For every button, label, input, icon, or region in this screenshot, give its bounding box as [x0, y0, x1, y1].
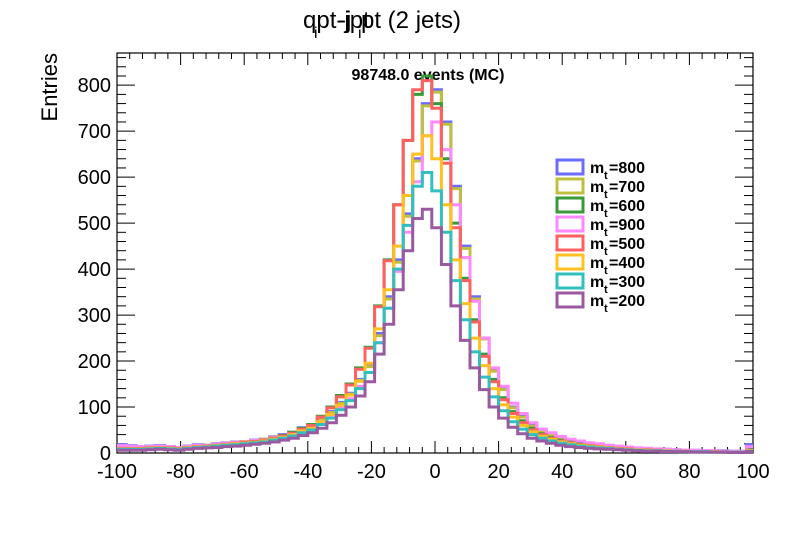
legend-swatch — [555, 272, 585, 290]
legend-swatch — [555, 253, 585, 271]
chart-title-subscript-1: i — [314, 25, 318, 42]
series-line — [117, 88, 753, 453]
y-tick-label: 600 — [78, 167, 111, 189]
legend-label-main: m — [590, 179, 604, 196]
y-tick-label: 0 — [100, 443, 111, 465]
chart-title-part-1: qpt-jpt — [303, 7, 370, 34]
legend-label-main: m — [590, 236, 604, 253]
legend-label-main: m — [590, 255, 604, 272]
legend-label-value: =500 — [609, 236, 645, 253]
series-line — [117, 171, 753, 454]
series-line — [117, 90, 753, 454]
x-tick-label: 100 — [736, 461, 769, 483]
y-tick-label: 500 — [78, 213, 111, 235]
legend-label-sub: t — [604, 227, 608, 239]
legend-label-value: =600 — [609, 198, 645, 215]
x-tick-label: 0 — [429, 461, 440, 483]
series-line — [117, 120, 753, 453]
chart-title: qpt-jpt i -j i pt (2 jets) — [303, 7, 461, 42]
y-tick-label: 100 — [78, 397, 111, 419]
y-tick-label: 800 — [78, 75, 111, 97]
legend-label-value: =200 — [609, 293, 645, 310]
legend-label-main: m — [590, 217, 604, 234]
legend-swatch — [555, 234, 585, 252]
axis-ticks: -100 -80 -60 -40 -20 0 20 40 60 80 100 0 100 200 300 40… — [78, 53, 770, 483]
legend-label-sub: t — [604, 189, 608, 201]
x-tick-label: 80 — [678, 461, 700, 483]
legend-swatch — [555, 291, 585, 309]
histogram-series — [117, 74, 753, 454]
legend-label-sub: t — [604, 208, 608, 220]
legend-label-main: m — [590, 274, 604, 291]
legend-label-sub: t — [604, 246, 608, 258]
legend-label-sub: t — [604, 303, 608, 315]
legend-swatch — [555, 177, 585, 195]
x-tick-label: -100 — [97, 461, 137, 483]
x-tick-label: -40 — [293, 461, 322, 483]
legend-label-value: =400 — [609, 255, 645, 272]
legend-label-value: =800 — [609, 160, 645, 177]
chart-title-part-2: -j — [338, 7, 351, 34]
legend-label-value: =900 — [609, 217, 645, 234]
x-tick-label: 60 — [615, 461, 637, 483]
legend-label-main: m — [590, 293, 604, 310]
legend-label-sub: t — [604, 170, 608, 182]
y-tick-label: 400 — [78, 259, 111, 281]
legend-label-value: =300 — [609, 274, 645, 291]
legend-label-main: m — [590, 198, 604, 215]
series-line — [117, 74, 753, 454]
series-line — [117, 207, 753, 454]
x-tick-label: -20 — [357, 461, 386, 483]
chart-title-part-3: pt (2 jets) — [361, 7, 461, 34]
x-tick-label: 20 — [487, 461, 509, 483]
x-tick-label: -80 — [166, 461, 195, 483]
legend-label-main: m — [590, 160, 604, 177]
y-tick-label: 700 — [78, 121, 111, 143]
legend-label-sub: t — [604, 265, 608, 277]
series-line — [117, 79, 753, 454]
series-line — [117, 134, 753, 454]
y-tick-label: 200 — [78, 351, 111, 373]
chart-title-subscript-2: i — [358, 25, 362, 42]
x-tick-label: 40 — [551, 461, 573, 483]
legend-label-sub: t — [604, 284, 608, 296]
legend-label-value: =700 — [609, 179, 645, 196]
y-tick-label: 300 — [78, 305, 111, 327]
y-axis-label: Entries — [37, 53, 62, 121]
plot-frame — [116, 52, 754, 454]
x-tick-label: -60 — [230, 461, 259, 483]
legend-swatch — [555, 158, 585, 176]
legend-swatch — [555, 196, 585, 214]
legend-swatch — [555, 215, 585, 233]
